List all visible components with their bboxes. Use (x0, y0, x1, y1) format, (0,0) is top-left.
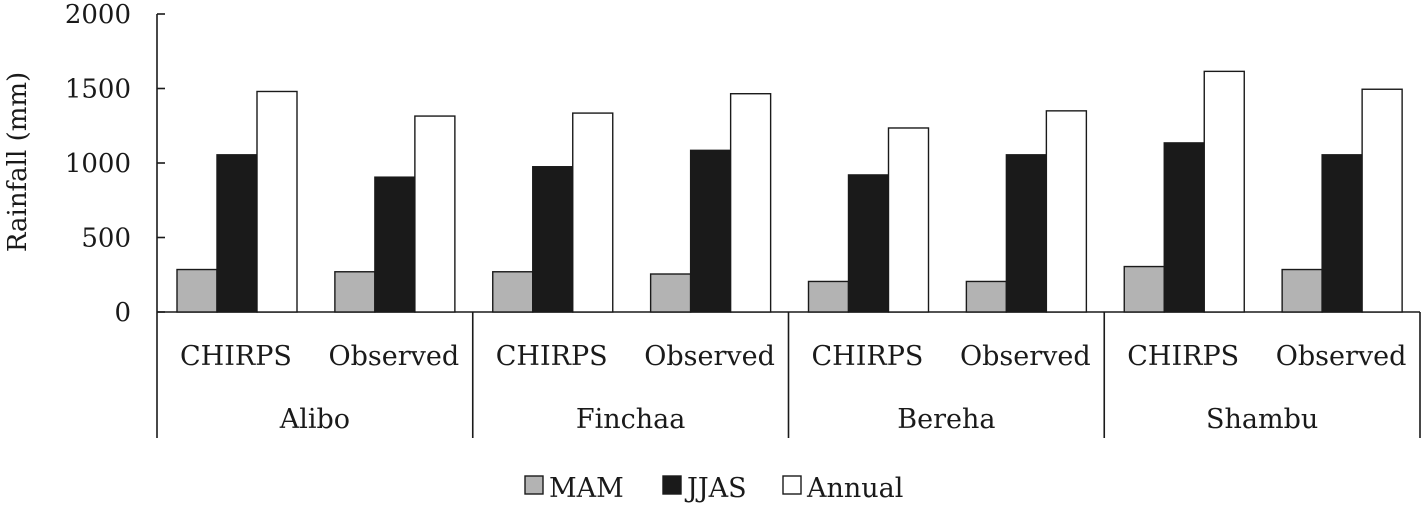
source-label: Observed (960, 341, 1091, 372)
bar-jjas (1163, 142, 1205, 313)
legend-swatch-mam (524, 475, 544, 495)
legend-swatch-annual (782, 475, 802, 495)
legend-label-annual: Annual (806, 473, 903, 504)
legend-label-mam: MAM (549, 473, 624, 504)
source-label: Observed (1276, 341, 1407, 372)
bar-annual (572, 112, 614, 313)
bar-mam (1281, 268, 1323, 313)
station-label: Shambu (1206, 404, 1318, 435)
legend-swatch-jjas (662, 475, 682, 495)
source-label: CHIRPS (1127, 341, 1239, 372)
axes: 0 500 1000 1500 2000 (65, 0, 1421, 438)
bar-annual (1045, 110, 1088, 313)
bar-mam (1123, 265, 1165, 313)
bar-annual (1361, 88, 1403, 313)
source-label: CHIRPS (812, 341, 924, 372)
x-axis-labels: CHIRPS Observed CHIRPS Observed CHIRPS Observ… (180, 341, 1406, 435)
source-label: CHIRPS (180, 341, 292, 372)
legend: MAM JJAS Annual (524, 473, 903, 504)
bar-jjas (689, 149, 732, 313)
y-tick-label: 1500 (65, 75, 131, 105)
source-label: Observed (328, 341, 459, 372)
bar-jjas (1321, 154, 1363, 313)
bar-mam (334, 271, 376, 313)
bar-mam (807, 280, 850, 313)
bar-mam (492, 271, 534, 313)
legend-label-jjas: JJAS (684, 473, 747, 504)
station-label: Alibo (279, 404, 350, 435)
bars (176, 70, 1403, 313)
bar-jjas (374, 176, 416, 313)
y-tick-label: 1000 (65, 149, 131, 179)
bar-annual (1203, 70, 1245, 313)
bar-jjas (532, 166, 574, 313)
bar-mam (965, 280, 1008, 313)
bar-annual (256, 90, 298, 313)
y-tick-label: 500 (81, 224, 131, 254)
bar-annual (414, 115, 456, 313)
y-tick-label: 2000 (65, 0, 131, 30)
y-tick-label: 0 (114, 298, 131, 328)
station-label: Finchaa (576, 404, 685, 435)
bar-mam (649, 273, 692, 313)
bar-annual (887, 127, 930, 313)
y-axis-label: Rainfall (mm) (3, 72, 33, 252)
bar-mam (176, 268, 218, 313)
bar-jjas (1005, 154, 1048, 313)
source-label: Observed (644, 341, 775, 372)
bar-jjas (847, 174, 890, 313)
source-label: CHIRPS (496, 341, 608, 372)
bar-jjas (216, 154, 258, 313)
station-label: Bereha (897, 404, 995, 435)
bar-annual (729, 93, 772, 313)
